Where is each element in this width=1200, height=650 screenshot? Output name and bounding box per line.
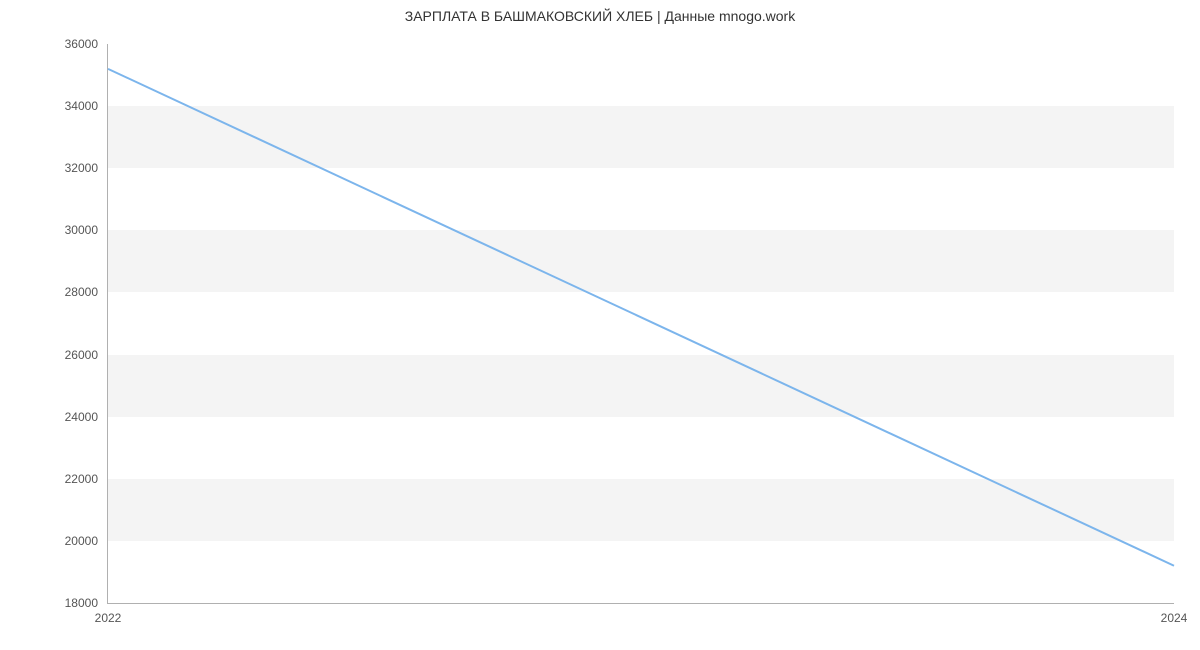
x-axis-tick: 2022 [95,603,122,625]
y-axis-tick: 22000 [65,472,108,486]
plot-area: 1800020000220002400026000280003000032000… [107,44,1174,604]
y-axis-tick: 30000 [65,223,108,237]
y-axis-tick: 32000 [65,161,108,175]
y-axis-tick: 24000 [65,410,108,424]
x-axis-tick: 2024 [1161,603,1188,625]
series-line [108,69,1174,566]
chart-line-layer [108,44,1174,603]
y-axis-tick: 36000 [65,37,108,51]
line-chart: ЗАРПЛАТА В БАШМАКОВСКИЙ ХЛЕБ | Данные mn… [0,0,1200,650]
y-axis-tick: 28000 [65,285,108,299]
y-axis-tick: 34000 [65,99,108,113]
y-axis-tick: 20000 [65,534,108,548]
chart-title: ЗАРПЛАТА В БАШМАКОВСКИЙ ХЛЕБ | Данные mn… [0,8,1200,24]
y-axis-tick: 26000 [65,348,108,362]
